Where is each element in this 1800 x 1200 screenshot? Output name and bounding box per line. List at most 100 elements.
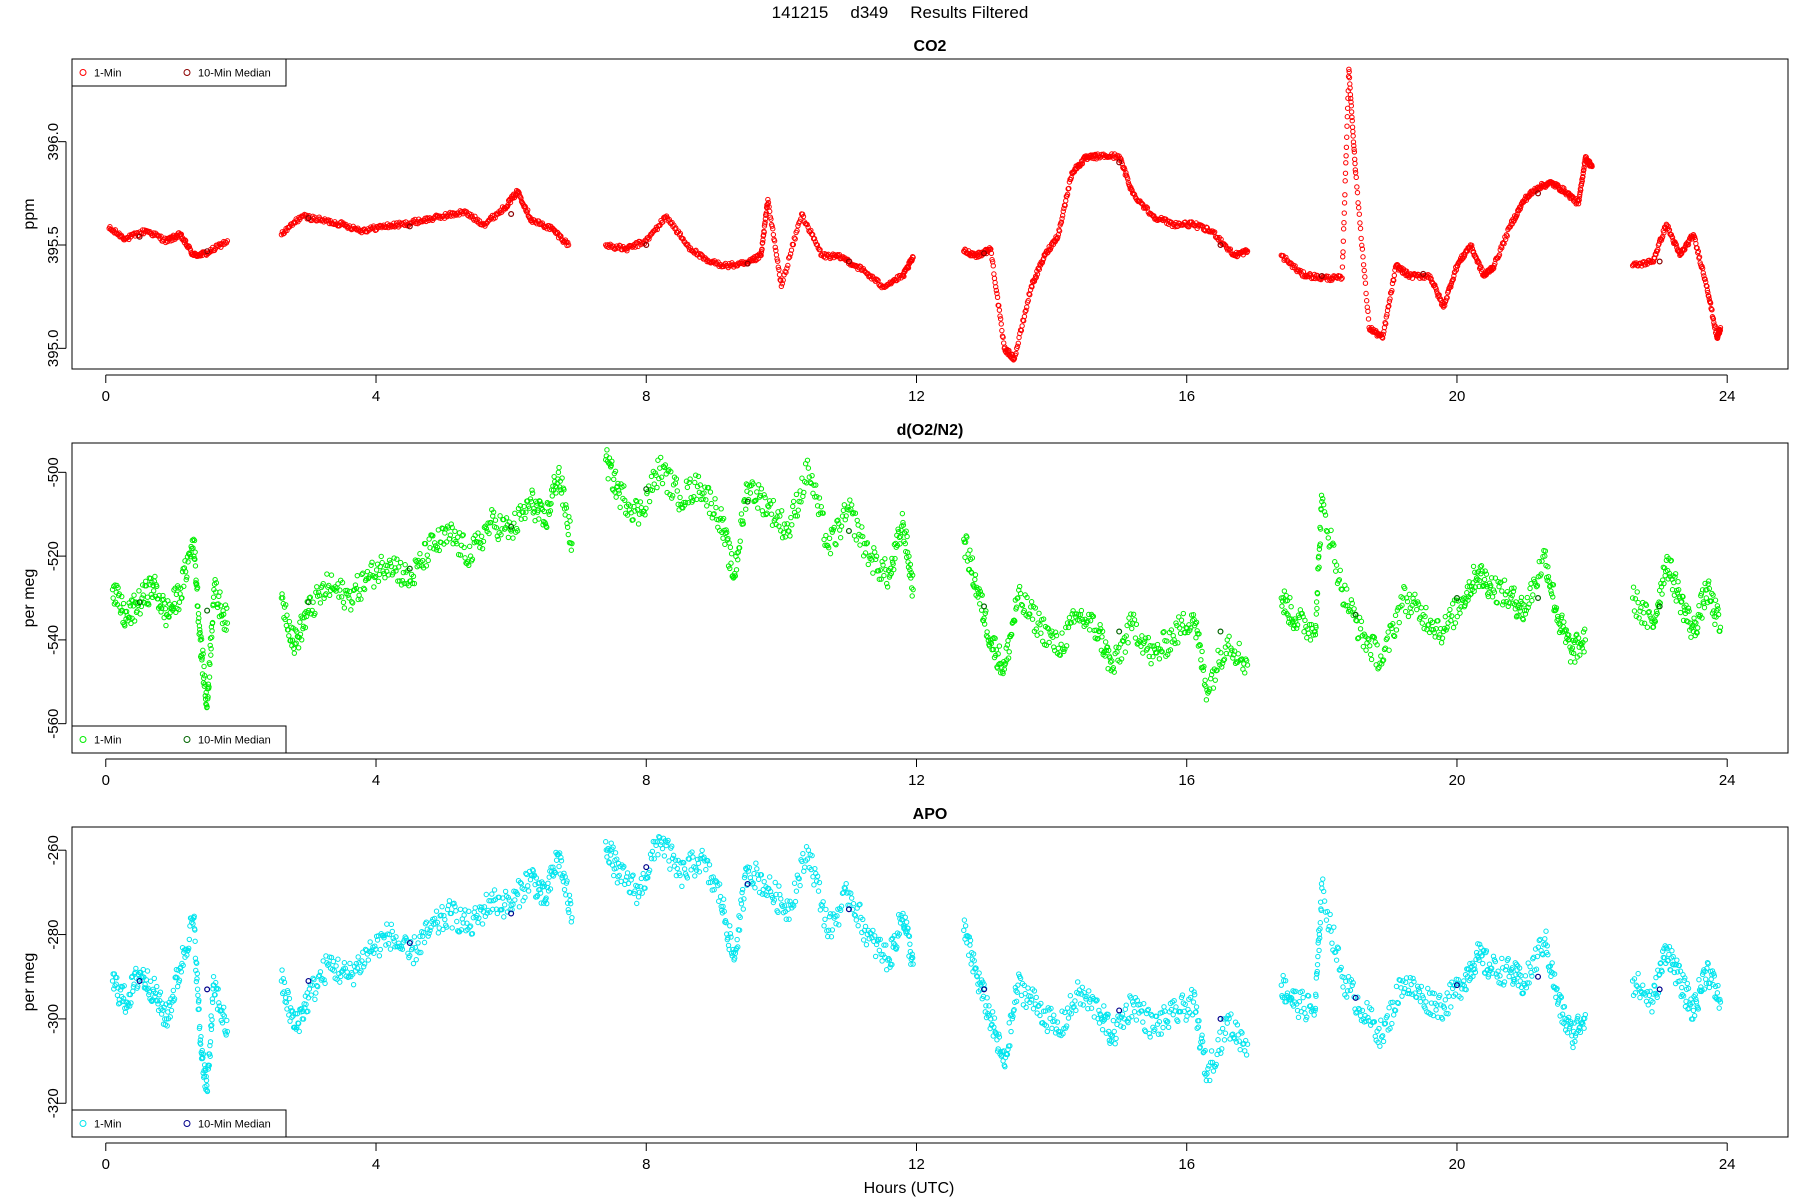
data-point — [710, 874, 716, 880]
data-point — [192, 563, 199, 569]
data-point — [681, 866, 688, 872]
legend: 1-Min 10-Min Median — [71, 725, 287, 754]
data-point — [191, 537, 198, 544]
data-point — [224, 620, 231, 626]
data-point — [1014, 343, 1021, 349]
data-point — [1114, 649, 1120, 655]
data-point — [428, 924, 434, 931]
data-point — [881, 942, 887, 948]
data-point — [1661, 580, 1667, 587]
data-point — [1025, 985, 1031, 991]
legend-box — [71, 725, 287, 754]
data-point — [107, 224, 113, 230]
data-point — [711, 887, 717, 893]
data-point — [848, 502, 855, 508]
data-point — [1717, 324, 1724, 331]
data-point — [1034, 1010, 1040, 1016]
data-point — [649, 487, 656, 493]
median-point — [406, 223, 413, 230]
data-point — [1054, 1019, 1061, 1025]
data-point — [384, 563, 391, 569]
data-point — [192, 955, 199, 962]
data-point — [761, 492, 767, 498]
data-point — [154, 998, 161, 1004]
data-point — [745, 868, 752, 874]
data-point — [617, 504, 623, 511]
data-point — [799, 858, 805, 865]
data-point — [380, 568, 386, 574]
data-point — [817, 247, 823, 253]
data-point — [207, 635, 214, 641]
data-point — [634, 883, 641, 890]
data-point — [1359, 246, 1366, 252]
data-point — [799, 475, 805, 481]
data-point — [207, 1039, 214, 1045]
data-point — [1301, 273, 1308, 280]
data-point — [1351, 146, 1357, 153]
median-point — [305, 215, 312, 222]
data-point — [467, 923, 474, 929]
data-point — [312, 610, 318, 617]
data-point — [997, 316, 1004, 322]
data-point — [1478, 570, 1484, 577]
data-point — [692, 865, 699, 871]
data-point — [786, 528, 792, 534]
data-point — [772, 879, 778, 886]
data-point — [1285, 612, 1291, 618]
data-point — [671, 863, 678, 869]
data-point — [424, 552, 430, 558]
data-point — [767, 498, 773, 504]
data-point — [283, 994, 289, 1001]
data-point — [1642, 601, 1649, 607]
data-point — [712, 496, 718, 502]
data-point — [1561, 619, 1567, 625]
data-point — [1367, 651, 1374, 658]
data-point — [340, 599, 347, 606]
data-point — [738, 511, 745, 517]
data-point — [452, 528, 458, 534]
data-point — [1657, 600, 1663, 606]
data-point — [1004, 1051, 1011, 1058]
data-point — [735, 944, 741, 950]
data-point — [889, 961, 895, 968]
data-point — [303, 1001, 309, 1008]
y-tick-label: -280 — [45, 920, 62, 950]
data-point — [1360, 643, 1366, 650]
legend-label: 1-Min — [94, 68, 122, 80]
data-point — [360, 570, 366, 576]
data-point — [1684, 608, 1690, 614]
data-point — [849, 906, 856, 913]
data-point — [1145, 634, 1152, 641]
data-point — [1439, 635, 1446, 641]
data-point — [1355, 200, 1361, 206]
data-point — [1391, 632, 1397, 639]
data-point — [758, 872, 765, 878]
data-point — [313, 990, 319, 996]
data-point — [1704, 287, 1711, 294]
data-point — [1347, 85, 1353, 91]
data-point — [1412, 591, 1418, 597]
data-point — [510, 901, 516, 908]
data-point — [833, 920, 839, 927]
data-point — [758, 252, 764, 259]
data-point — [1426, 622, 1432, 628]
data-point — [1344, 123, 1350, 129]
data-point — [975, 594, 981, 600]
data-point — [712, 879, 718, 885]
y-tick-label: 396.0 — [45, 123, 62, 161]
data-point — [216, 1000, 222, 1006]
data-point — [289, 637, 296, 643]
data-point — [210, 594, 217, 600]
data-point — [765, 196, 771, 203]
data-point — [1063, 624, 1069, 631]
data-point — [818, 504, 824, 510]
data-point — [1133, 621, 1140, 627]
data-point — [419, 933, 426, 939]
data-point — [156, 992, 162, 998]
data-point — [1024, 594, 1030, 601]
data-point — [411, 580, 418, 587]
data-point — [453, 908, 459, 914]
data-point — [814, 503, 821, 509]
data-point — [848, 895, 855, 901]
data-point — [1125, 176, 1131, 182]
